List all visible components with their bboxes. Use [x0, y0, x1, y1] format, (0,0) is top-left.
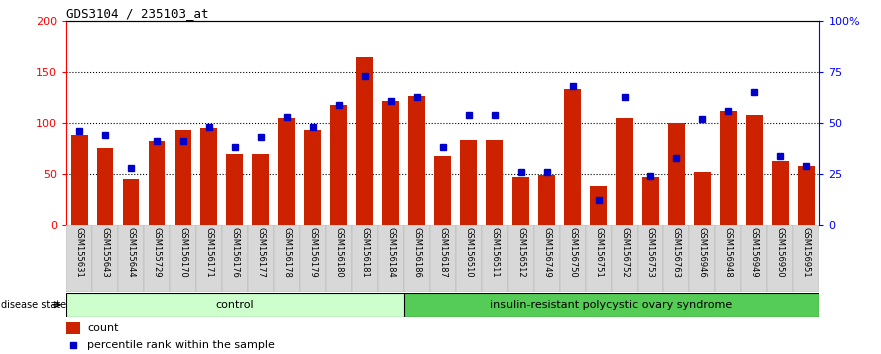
Bar: [746, 115, 763, 225]
Text: GSM156749: GSM156749: [542, 227, 552, 278]
Text: GSM155643: GSM155643: [100, 227, 109, 278]
Text: GSM156949: GSM156949: [750, 227, 759, 278]
Bar: [66, 322, 79, 334]
Bar: [767, 225, 794, 292]
Bar: [586, 225, 611, 292]
Bar: [300, 225, 326, 292]
Text: GSM156751: GSM156751: [594, 227, 603, 278]
Bar: [434, 156, 451, 225]
Bar: [196, 225, 222, 292]
Text: control: control: [216, 300, 255, 310]
Bar: [482, 225, 507, 292]
Bar: [226, 154, 243, 225]
Bar: [403, 293, 819, 317]
Text: insulin-resistant polycystic ovary syndrome: insulin-resistant polycystic ovary syndr…: [491, 300, 733, 310]
Bar: [460, 140, 478, 225]
Text: GSM155729: GSM155729: [152, 227, 161, 278]
Bar: [742, 225, 767, 292]
Text: GSM156753: GSM156753: [646, 227, 655, 278]
Bar: [590, 186, 607, 225]
Text: GSM156184: GSM156184: [386, 227, 396, 278]
Bar: [642, 177, 659, 225]
Bar: [274, 225, 300, 292]
Text: GSM156181: GSM156181: [360, 227, 369, 278]
Bar: [174, 130, 191, 225]
Bar: [305, 130, 322, 225]
Bar: [144, 225, 170, 292]
Bar: [248, 225, 274, 292]
Bar: [70, 135, 87, 225]
Text: GSM156510: GSM156510: [464, 227, 473, 278]
Bar: [538, 175, 555, 225]
Text: disease state: disease state: [1, 300, 66, 310]
Bar: [611, 225, 638, 292]
Text: GSM156177: GSM156177: [256, 227, 265, 278]
Bar: [668, 123, 685, 225]
Bar: [330, 105, 347, 225]
Bar: [798, 166, 815, 225]
Text: GSM156752: GSM156752: [620, 227, 629, 278]
Text: GSM156179: GSM156179: [308, 227, 317, 278]
Bar: [66, 225, 92, 292]
Bar: [715, 225, 742, 292]
Bar: [455, 225, 482, 292]
Bar: [222, 225, 248, 292]
Bar: [430, 225, 455, 292]
Text: GSM156180: GSM156180: [334, 227, 344, 278]
Text: GSM156178: GSM156178: [282, 227, 292, 278]
Bar: [378, 225, 403, 292]
Text: GSM156750: GSM156750: [568, 227, 577, 278]
Bar: [352, 225, 378, 292]
Bar: [382, 101, 399, 225]
Bar: [559, 225, 586, 292]
Text: GSM156170: GSM156170: [179, 227, 188, 278]
Text: GDS3104 / 235103_at: GDS3104 / 235103_at: [66, 7, 209, 20]
Bar: [638, 225, 663, 292]
Bar: [278, 118, 295, 225]
Bar: [534, 225, 559, 292]
Text: GSM156950: GSM156950: [776, 227, 785, 278]
Text: GSM156511: GSM156511: [490, 227, 500, 278]
Bar: [122, 179, 139, 225]
Bar: [170, 225, 196, 292]
Bar: [92, 225, 118, 292]
Text: GSM156512: GSM156512: [516, 227, 525, 278]
Text: GSM155644: GSM155644: [127, 227, 136, 278]
Bar: [408, 96, 426, 225]
Bar: [118, 225, 144, 292]
Bar: [201, 128, 218, 225]
Text: GSM156951: GSM156951: [802, 227, 811, 278]
Bar: [663, 225, 690, 292]
Bar: [507, 225, 534, 292]
Text: GSM156176: GSM156176: [231, 227, 240, 278]
Text: GSM156187: GSM156187: [438, 227, 448, 278]
Text: GSM156948: GSM156948: [724, 227, 733, 278]
Bar: [326, 225, 352, 292]
Bar: [512, 177, 529, 225]
Text: count: count: [87, 322, 119, 332]
Bar: [356, 57, 374, 225]
Bar: [253, 154, 270, 225]
Bar: [149, 141, 166, 225]
Text: GSM156186: GSM156186: [412, 227, 421, 278]
Text: GSM155631: GSM155631: [75, 227, 84, 278]
Bar: [616, 118, 633, 225]
Bar: [694, 172, 711, 225]
Text: GSM156171: GSM156171: [204, 227, 213, 278]
Bar: [97, 148, 114, 225]
Bar: [66, 293, 403, 317]
Text: GSM156763: GSM156763: [672, 227, 681, 278]
Text: percentile rank within the sample: percentile rank within the sample: [87, 340, 275, 350]
Bar: [403, 225, 430, 292]
Bar: [720, 111, 737, 225]
Bar: [772, 161, 788, 225]
Bar: [690, 225, 715, 292]
Bar: [564, 90, 581, 225]
Text: GSM156946: GSM156946: [698, 227, 707, 278]
Bar: [794, 225, 819, 292]
Bar: [486, 140, 503, 225]
